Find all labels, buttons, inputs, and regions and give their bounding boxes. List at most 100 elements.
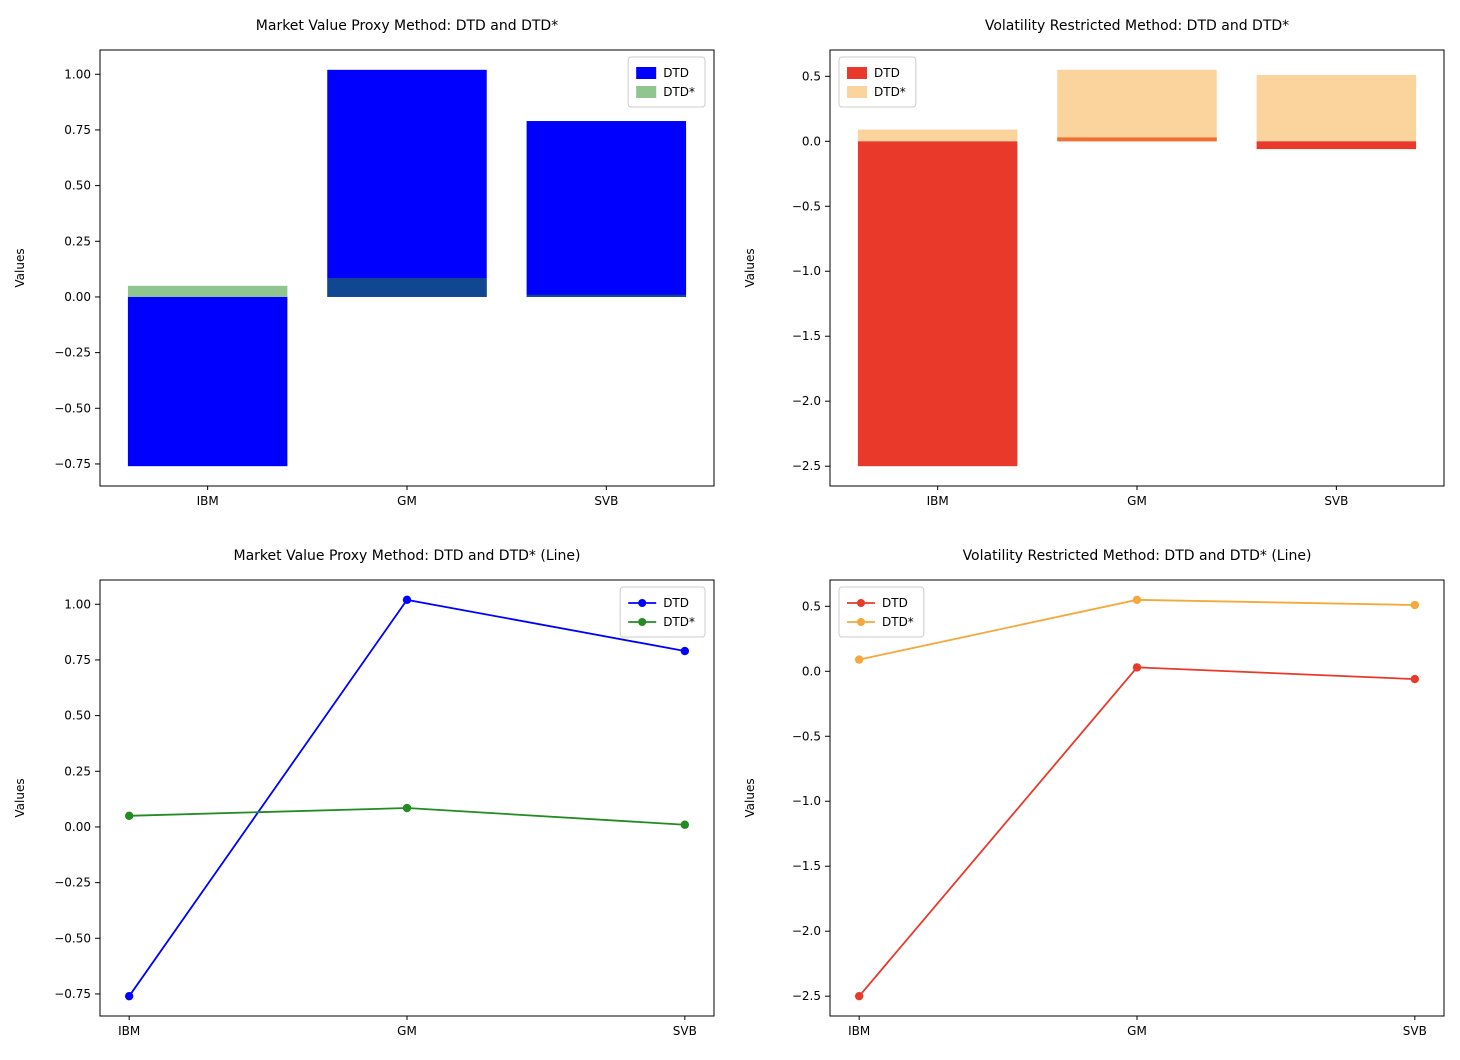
y-tick-label: −0.75 <box>54 987 91 1001</box>
chart-volatility-bar: Volatility Restricted Method: DTD and DT… <box>730 0 1460 530</box>
y-axis-label: Values <box>13 778 27 817</box>
y-tick-label: 0.75 <box>64 123 91 137</box>
legend-marker-DTD* <box>638 618 647 626</box>
bar-DTD*-SVB <box>526 294 687 297</box>
line-DTD* <box>858 598 1415 661</box>
y-tick-label: 0.0 <box>802 664 821 678</box>
marker-DTD*-SVB <box>1410 600 1420 610</box>
chart-market-value-bar: Market Value Proxy Method: DTD and DTD* V… <box>0 0 730 530</box>
x-tick-label: GM <box>397 494 417 508</box>
y-tick-label: 1.00 <box>64 597 91 611</box>
line-DTD <box>128 598 685 997</box>
y-tick-label: −1.0 <box>792 794 821 808</box>
legend-swatch-DTD <box>847 67 867 79</box>
chart-volatility-line: Volatility Restricted Method: DTD and DT… <box>730 530 1460 1060</box>
x-tick-label: SVB <box>1403 1024 1427 1038</box>
legend-label: DTD* <box>882 615 914 629</box>
x-tick-label: GM <box>1127 1024 1147 1038</box>
y-tick-label: −2.0 <box>792 924 821 938</box>
x-tick-label: GM <box>1127 494 1147 508</box>
legend-label: DTD <box>663 596 689 610</box>
legend-marker-DTD* <box>857 618 865 626</box>
legend: DTD DTD* <box>838 586 925 638</box>
legend-frame <box>838 586 925 638</box>
bar-DTD-GM <box>327 69 487 297</box>
y-tick-label: −1.5 <box>792 859 821 873</box>
marker-DTD-IBM <box>124 991 134 1001</box>
y-tick-label: −2.5 <box>792 989 821 1003</box>
y-tick-label: 0.50 <box>64 179 91 193</box>
x-tick-label: SVB <box>594 494 618 508</box>
legend-label: DTD <box>874 66 900 80</box>
bar-DTD*-GM <box>1057 69 1217 142</box>
x-tick-label: SVB <box>1324 494 1348 508</box>
legend-swatch-DTD* <box>847 86 867 98</box>
chart-svg-volatility-line: Volatility Restricted Method: DTD and DT… <box>743 548 1445 1038</box>
marker-DTD*-IBM <box>854 655 864 664</box>
bar-DTD*-IBM <box>127 285 288 297</box>
marker-DTD-GM <box>402 595 412 605</box>
y-tick-label: −0.5 <box>792 729 821 743</box>
bar-DTD-IBM <box>127 296 288 467</box>
legend-frame <box>619 586 706 638</box>
y-tick-label: −0.50 <box>54 401 91 415</box>
legend-label: DTD* <box>874 85 906 99</box>
bar-DTD*-IBM <box>857 129 1018 142</box>
line-DTD <box>858 666 1415 997</box>
marker-DTD*-SVB <box>680 820 690 829</box>
x-tick-label: SVB <box>673 1024 697 1038</box>
chart-title: Market Value Proxy Method: DTD and DTD* <box>256 18 558 34</box>
y-axis-label: Values <box>743 778 757 817</box>
legend-swatch-DTD <box>636 67 657 79</box>
plot-frame <box>99 579 715 1017</box>
chart-market-value-line: Market Value Proxy Method: DTD and DTD* … <box>0 530 730 1060</box>
y-tick-label: 0.5 <box>802 599 821 613</box>
y-tick-label: −0.25 <box>54 876 91 890</box>
chart-title: Volatility Restricted Method: DTD and DT… <box>963 548 1312 564</box>
y-tick-label: 0.00 <box>64 820 91 834</box>
y-tick-label: 0.0 <box>802 134 821 148</box>
y-tick-label: −0.50 <box>54 931 91 945</box>
y-tick-label: −0.25 <box>54 346 91 360</box>
y-tick-label: −1.0 <box>792 264 821 278</box>
chart-svg-market-value-line: Market Value Proxy Method: DTD and DTD* … <box>13 548 715 1038</box>
y-tick-label: 0.50 <box>64 709 91 723</box>
bar-DTD-IBM <box>857 141 1018 467</box>
legend-label: DTD <box>663 66 689 80</box>
x-tick-label: IBM <box>927 494 949 508</box>
marker-DTD-SVB <box>1410 674 1420 684</box>
chart-svg-market-value-bar: Market Value Proxy Method: DTD and DTD* V… <box>13 18 715 508</box>
legend-swatch-DTD* <box>636 86 657 98</box>
chart-title: Market Value Proxy Method: DTD and DTD* … <box>234 548 581 564</box>
y-tick-label: −0.5 <box>792 199 821 213</box>
legend-label: DTD* <box>663 85 695 99</box>
x-tick-label: GM <box>397 1024 417 1038</box>
marker-DTD-GM <box>1132 663 1142 672</box>
legend-marker-DTD <box>857 599 865 607</box>
x-tick-label: IBM <box>197 494 219 508</box>
marker-DTD*-IBM <box>124 811 134 821</box>
y-axis-label: Values <box>743 248 757 287</box>
y-tick-label: −1.5 <box>792 329 821 343</box>
marker-DTD*-GM <box>1132 595 1142 605</box>
legend-marker-DTD <box>638 599 647 607</box>
x-tick-label: IBM <box>118 1024 140 1038</box>
bar-DTD*-SVB <box>1256 75 1417 142</box>
marker-DTD-IBM <box>854 991 864 1001</box>
y-tick-label: −0.75 <box>54 457 91 471</box>
y-tick-label: −2.5 <box>792 459 821 473</box>
bar-DTD-SVB <box>526 121 687 297</box>
y-tick-label: −2.0 <box>792 394 821 408</box>
y-tick-label: 0.00 <box>64 290 91 304</box>
legend-frame <box>627 56 706 108</box>
y-tick-label: 0.25 <box>64 764 91 778</box>
y-tick-label: 0.5 <box>802 69 821 83</box>
legend: DTD DTD* <box>627 56 706 108</box>
bar-DTD*-GM <box>327 278 487 297</box>
bar-DTD-SVB <box>1256 141 1417 150</box>
x-tick-label: IBM <box>848 1024 870 1038</box>
legend-label: DTD <box>882 596 908 610</box>
legend-frame <box>838 56 917 108</box>
y-axis-label: Values <box>13 248 27 287</box>
